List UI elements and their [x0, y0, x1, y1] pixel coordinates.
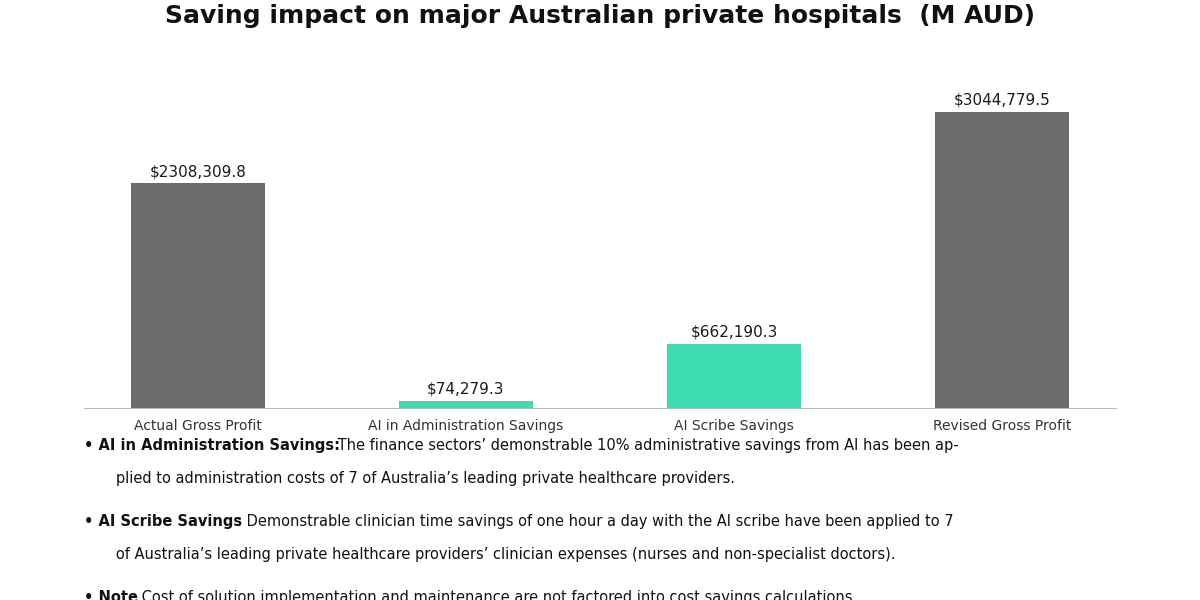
- Bar: [667, 344, 802, 408]
- Text: $74,279.3: $74,279.3: [427, 382, 505, 397]
- Text: $662,190.3: $662,190.3: [690, 325, 778, 340]
- Text: The finance sectors’ demonstrable 10% administrative savings from AI has been ap: The finance sectors’ demonstrable 10% ad…: [334, 438, 959, 453]
- Bar: [398, 401, 533, 408]
- Title: Saving impact on major Australian private hospitals  (M AUD): Saving impact on major Australian privat…: [166, 4, 1034, 28]
- Bar: [131, 184, 265, 408]
- Bar: [935, 112, 1069, 408]
- Text: $3044,779.5: $3044,779.5: [954, 93, 1050, 108]
- Text: plied to administration costs of 7 of Australia’s leading private healthcare pro: plied to administration costs of 7 of Au…: [102, 471, 734, 486]
- Text: • AI Scribe Savings: • AI Scribe Savings: [84, 514, 242, 529]
- Text: : Cost of solution implementation and maintenance are not factored into cost sav: : Cost of solution implementation and ma…: [132, 590, 858, 600]
- Text: • Note: • Note: [84, 590, 138, 600]
- Text: • AI in Administration Savings:: • AI in Administration Savings:: [84, 438, 340, 453]
- Text: of Australia’s leading private healthcare providers’ clinician expenses (nurses : of Australia’s leading private healthcar…: [102, 547, 895, 562]
- Text: $2308,309.8: $2308,309.8: [150, 164, 246, 179]
- Text: : Demonstrable clinician time savings of one hour a day with the AI scribe have : : Demonstrable clinician time savings of…: [236, 514, 953, 529]
